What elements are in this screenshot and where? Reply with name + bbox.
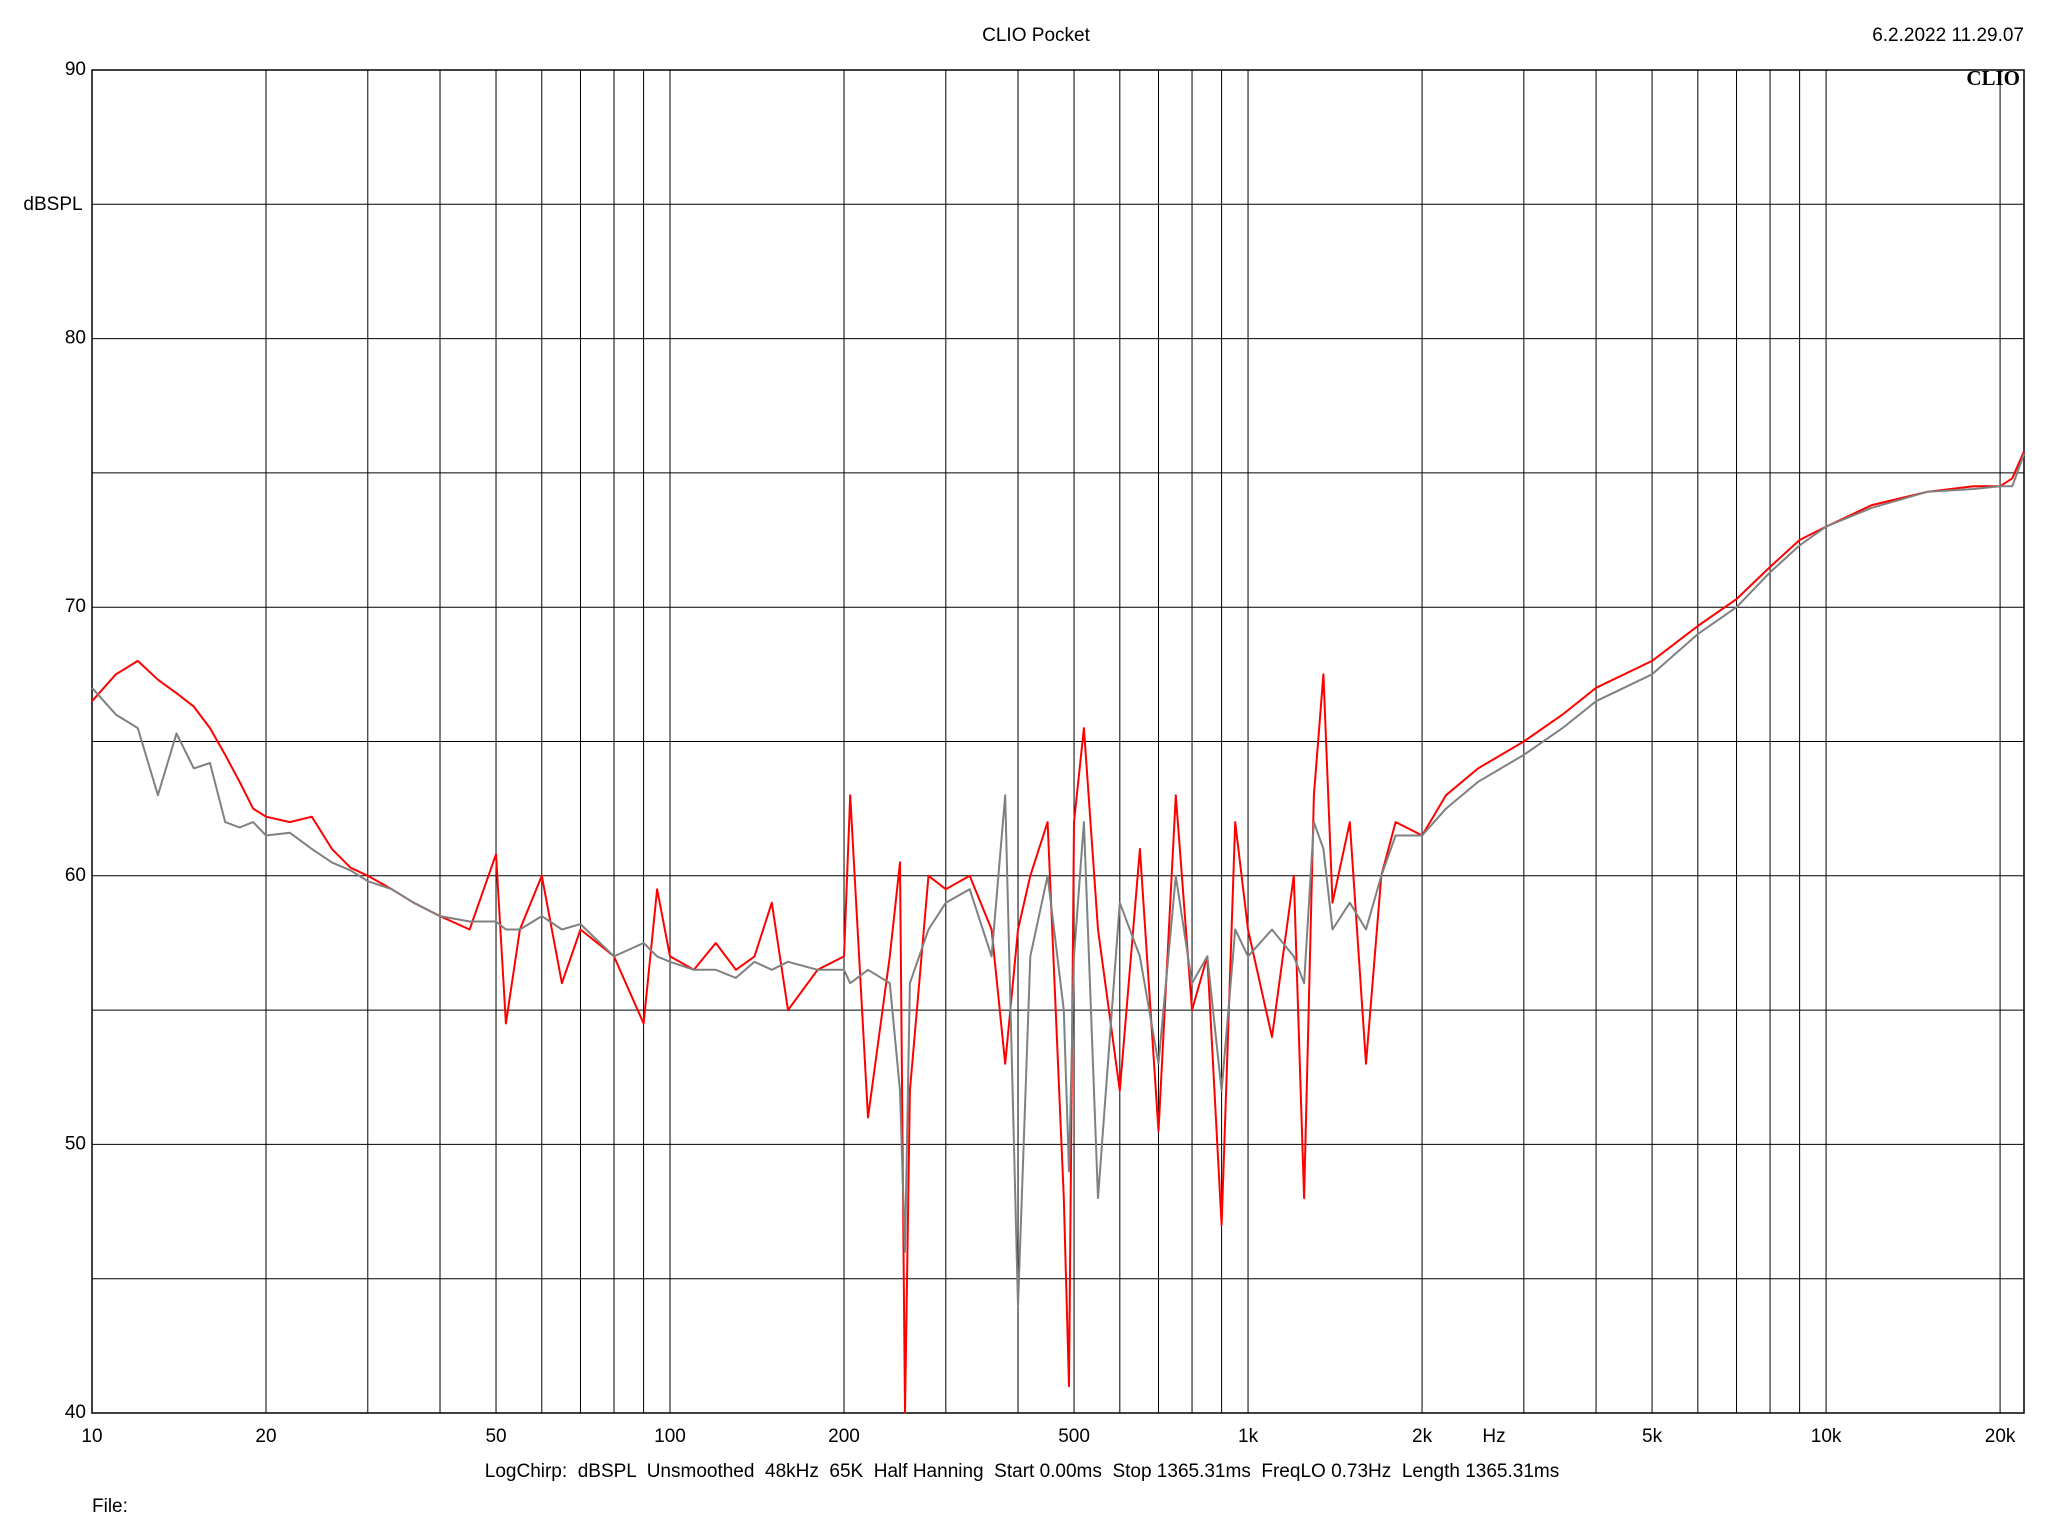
y-tick-label: 40 [65,1402,86,1423]
x-tick-label: 10 [81,1426,102,1447]
y-tick-label: 90 [65,59,86,80]
x-tick-label: 1k [1238,1426,1259,1447]
y-axis-label: dBSPL [23,194,82,215]
y-tick-label: 80 [65,328,86,349]
series-line [91,453,2025,1307]
x-tick-label: 200 [828,1426,860,1447]
x-tick-label: 100 [654,1426,686,1447]
file-label: File: [92,1496,128,1517]
logo: CLIO [1966,66,2020,90]
x-tick-label: 10k [1811,1426,1842,1447]
y-tick-label: 60 [65,865,86,886]
y-tick-label: 50 [65,1133,86,1154]
x-tick-label: 2k [1412,1426,1433,1447]
timestamp: 6.2.2022 11.29.07 [1872,25,2024,46]
x-tick-label: 20k [1985,1426,2016,1447]
series-line [91,451,2025,1414]
chart-title: CLIO Pocket [982,25,1090,46]
x-tick-label: 500 [1058,1426,1090,1447]
x-tick-label: 20 [255,1426,276,1447]
info-line: LogChirp: dBSPL Unsmoothed 48kHz 65K Hal… [485,1461,1559,1482]
x-tick-label: 5k [1642,1426,1663,1447]
y-tick-label: 70 [65,596,86,617]
x-axis-label: Hz [1482,1426,1505,1447]
x-tick-label: 50 [485,1426,506,1447]
